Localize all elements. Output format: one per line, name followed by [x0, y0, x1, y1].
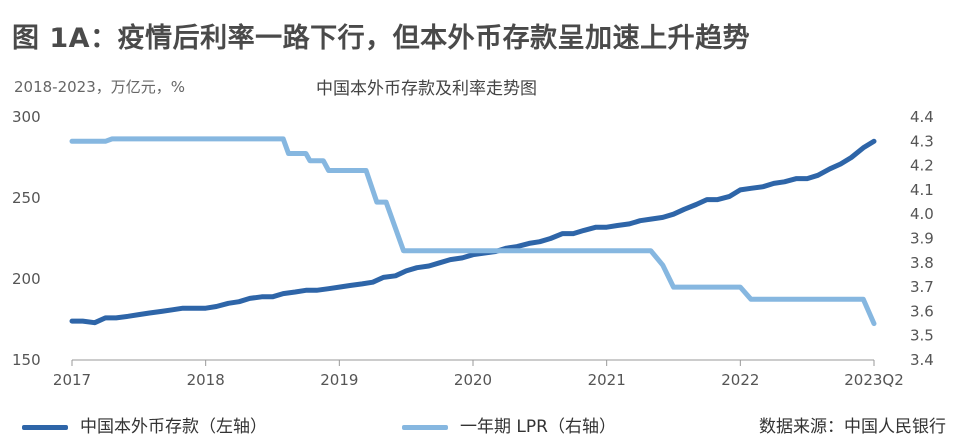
right-tick-label: 3.9: [910, 230, 934, 248]
series-line-deposits: [69, 138, 877, 326]
series-lines: [69, 136, 877, 327]
right-axis-ticks: 3.4 3.5 3.6 3.7 3.8 3.9 4.0 4.1 4.2 4.3 4.4: [910, 108, 934, 369]
right-tick-label: 3.4: [910, 351, 934, 369]
legend-item-lpr: 一年期 LPR（右轴）: [402, 412, 616, 437]
x-tick-label: 2021: [588, 371, 626, 389]
right-tick-label: 4.1: [910, 181, 934, 199]
right-tick-label: 3.5: [910, 327, 934, 345]
legend-label-deposits: 中国本外币存款（左轴）: [80, 417, 267, 437]
right-tick-label: 4.0: [910, 205, 934, 223]
left-tick-label: 250: [12, 189, 41, 207]
legend-swatch-lpr: [402, 424, 448, 430]
x-axis: 2017 2018 2019 2020 2021 2022 2023Q2: [53, 359, 904, 389]
legend-label-lpr: 一年期 LPR（右轴）: [460, 417, 616, 437]
x-tick-label: 2018: [187, 371, 225, 389]
unit-note: 2018-2023，万亿元，%: [14, 78, 186, 96]
legend-swatch-deposits: [22, 424, 68, 430]
x-tick-label: 2017: [53, 371, 91, 389]
right-tick-label: 4.3: [910, 132, 934, 150]
right-tick-label: 3.6: [910, 302, 934, 320]
legend-item-deposits: 中国本外币存款（左轴）: [22, 412, 267, 437]
right-tick-label: 3.8: [910, 254, 934, 272]
series-line-lpr: [69, 136, 877, 327]
x-tick-label: 2019: [320, 371, 358, 389]
chart-title: 中国本外币存款及利率走势图: [316, 79, 537, 99]
x-tick-label: 2022: [721, 371, 759, 389]
data-source: 数据来源：中国人民银行: [759, 417, 946, 437]
x-tick-label: 2023Q2: [844, 371, 904, 389]
left-tick-label: 150: [12, 351, 41, 369]
left-tick-label: 300: [12, 108, 41, 126]
left-axis-ticks: 150 200 250 300: [12, 108, 41, 369]
left-tick-label: 200: [12, 270, 41, 288]
page-title: 图 1A：疫情后利率一路下行，但本外币存款呈加速上升趋势: [12, 23, 751, 54]
right-tick-label: 4.2: [910, 157, 934, 175]
right-tick-label: 4.4: [910, 108, 934, 126]
x-tick-label: 2020: [454, 371, 492, 389]
right-tick-label: 3.7: [910, 278, 934, 296]
